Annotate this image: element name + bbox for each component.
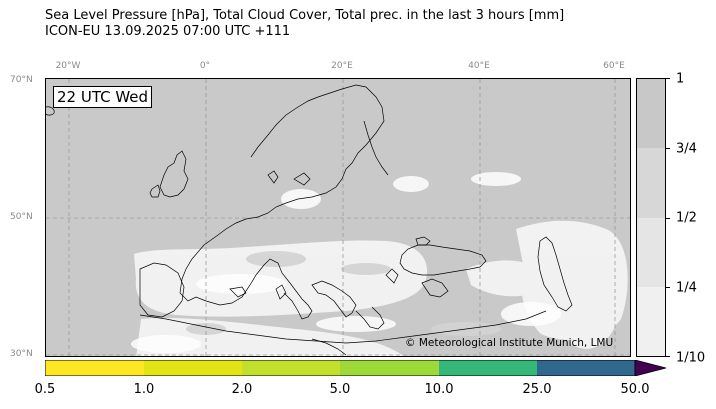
- lat-tick-30n: 30°N: [10, 349, 33, 359]
- precip-label-0.5: 0.5: [34, 382, 56, 397]
- cloud-tick: [666, 218, 670, 219]
- cloud-cover-segment: [637, 79, 665, 149]
- cloud-cover-segment: [637, 286, 665, 356]
- cloud-cover-colorbar: [636, 78, 666, 357]
- precipitation-colorbar: [45, 360, 636, 376]
- precip-label-1: 1.0: [133, 382, 155, 397]
- precip-segment-10-25: [439, 360, 537, 376]
- lat-tick-50n: 50°N: [10, 212, 33, 222]
- cloud-tick: [666, 287, 670, 288]
- lon-tick-0: 0°: [199, 61, 211, 71]
- lon-tick-60e: 60°E: [603, 61, 625, 71]
- precip-segment-25-50: [537, 360, 635, 376]
- precip-label-25: 25.0: [522, 382, 552, 397]
- forecast-time-label: 22 UTC Wed: [53, 86, 153, 108]
- cloud-label-1-4: 1/4: [676, 280, 697, 296]
- cloud-tick: [666, 356, 670, 357]
- coastlines: [46, 84, 573, 356]
- credit-text: © Meteorological Institute Munich, LMU: [405, 337, 614, 349]
- map-gridlines: [46, 79, 630, 356]
- cloud-label-3-4: 3/4: [676, 141, 697, 157]
- precip-segment-2-5: [242, 360, 340, 376]
- model-run-subtitle: ICON-EU 13.09.2025 07:00 UTC +111: [45, 24, 291, 39]
- precip-segment-5-10: [340, 360, 439, 376]
- cloud-label-1-2: 1/2: [676, 210, 697, 226]
- precip-segment-0.5-1: [45, 360, 144, 376]
- cloud-tick: [666, 148, 670, 149]
- clear-patches: [131, 172, 561, 353]
- cloud-bands: [186, 251, 501, 336]
- cloud-label-1: 1: [676, 71, 685, 87]
- precip-extend-triangle: [635, 360, 667, 376]
- precip-label-2: 2.0: [231, 382, 253, 397]
- lon-tick-40e: 40°E: [468, 61, 490, 71]
- precip-label-5: 5.0: [329, 382, 351, 397]
- chart-title: Sea Level Pressure [hPa], Total Cloud Co…: [45, 8, 565, 23]
- lat-tick-70n: 70°N: [10, 75, 33, 85]
- precip-segment-1-2: [144, 360, 242, 376]
- precip-label-10: 10.0: [424, 382, 454, 397]
- cloud-label-1-10: 1/10: [676, 350, 706, 366]
- cloud-cover-segment: [637, 148, 665, 218]
- cloud-cover-segment: [637, 217, 665, 287]
- cloud-tick: [666, 78, 670, 79]
- precip-label-50: 50.0: [620, 382, 650, 397]
- lon-tick-20e: 20°E: [331, 61, 353, 71]
- map-canvas: [46, 79, 630, 356]
- weather-map: [45, 78, 631, 357]
- lon-tick-20w: 20°W: [55, 61, 81, 71]
